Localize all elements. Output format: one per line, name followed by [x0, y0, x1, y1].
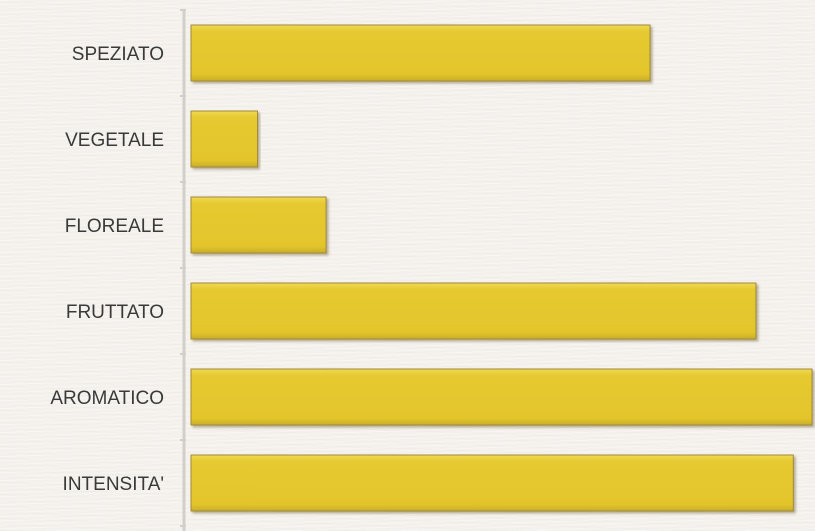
bar-vegetale [190, 110, 259, 168]
bar-speziato [190, 24, 651, 82]
category-label: VEGETALE [65, 130, 164, 151]
bar-aromatico [190, 368, 813, 426]
category-label: FLOREALE [65, 216, 164, 237]
category-label: FRUTTATO [66, 302, 164, 323]
category-label: INTENSITA' [63, 474, 164, 495]
bar-floreale [190, 196, 327, 254]
category-label: SPEZIATO [72, 44, 164, 65]
bar-intensita [190, 454, 794, 512]
bar-fruttato [190, 282, 757, 340]
category-label: AROMATICO [50, 388, 164, 409]
